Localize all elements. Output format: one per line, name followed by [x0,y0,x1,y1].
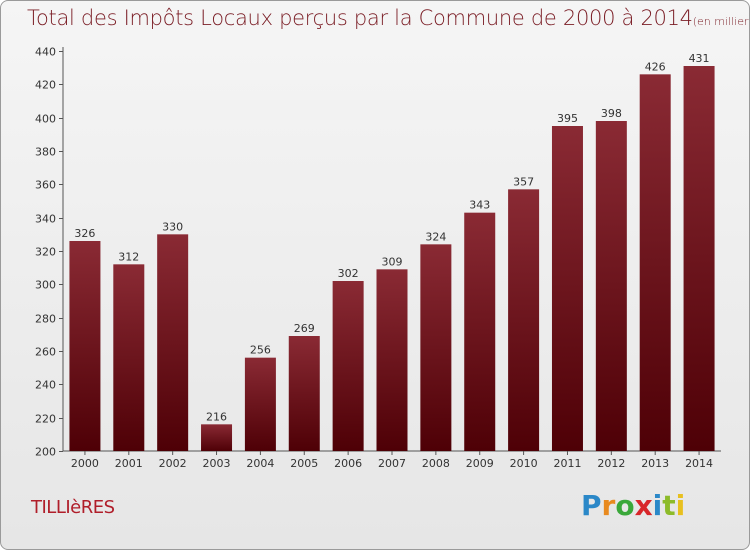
logo-letter: P [581,489,602,522]
bars: 326 312 330 216 256 269 302 309 324 343 357 395 398 4… [69,52,715,452]
logo-letter: i [675,489,686,522]
x-tick-label: 2007 [378,457,406,470]
x-tick-label: 2014 [685,457,713,470]
y-tick-label: 320 [35,246,56,259]
bar-value-label: 269 [294,322,315,335]
bar-value-label: 426 [645,60,666,73]
y-tick-label: 260 [35,346,56,359]
x-tick-label: 2008 [422,457,450,470]
bar-value-label: 324 [425,230,446,243]
bar-value-label: 312 [118,250,139,263]
y-tick-label: 380 [35,146,56,159]
bar-2003 [201,424,233,451]
y-tick-label: 360 [35,179,56,192]
bar-2005 [288,336,320,451]
chart-unit: (en milliers d'€) [692,15,749,28]
bar-2009 [464,212,496,451]
bar-2007 [376,269,408,451]
bar-value-label: 431 [689,52,710,65]
x-tick-label: 2001 [115,457,143,470]
bar-value-label: 395 [557,112,578,125]
y-tick-label: 240 [35,379,56,392]
x-tick-label: 2010 [510,457,538,470]
commune-name: TILLIèRES [31,497,115,518]
bar-2013 [639,74,671,451]
bar-2002 [157,234,189,451]
x-tick-label: 2009 [466,457,494,470]
x-tick-label: 2002 [159,457,187,470]
logo-letter: i [652,489,663,522]
x-tick-label: 2012 [597,457,625,470]
y-tick-label: 300 [35,279,56,292]
x-tick-label: 2013 [641,457,669,470]
logo-letter: x [634,489,653,522]
y-axis: 200 220 240 260 280 300 320 340 360 380 400 420 440 [35,46,64,459]
bar-2010 [508,189,540,452]
y-tick-label: 220 [35,413,56,426]
bar-2011 [551,126,583,451]
bar-2006 [332,281,364,451]
bar-2004 [244,357,276,451]
bar-value-label: 309 [382,255,403,268]
x-tick-label: 2006 [334,457,362,470]
bar-value-label: 256 [250,344,271,357]
bar-2012 [595,121,627,451]
bar-2008 [420,244,452,451]
y-tick-label: 280 [35,313,56,326]
bar-value-label: 343 [469,199,490,212]
x-tick-label: 2005 [290,457,318,470]
x-tick-label: 2003 [203,457,231,470]
chart-title: Total des Impôts Locaux perçus par la Co… [27,6,749,30]
logo-letter: o [615,489,635,522]
bar-value-label: 330 [162,220,183,233]
proxiti-logo: Proxiti [581,489,685,522]
x-tick-label: 2000 [71,457,99,470]
bar-value-label: 357 [513,175,534,188]
bar-value-label: 398 [601,107,622,120]
y-tick-label: 400 [35,113,56,126]
bar-value-label: 216 [206,410,227,423]
y-tick-label: 340 [35,213,56,226]
y-tick-label: 200 [35,446,56,459]
logo-letter: t [662,489,676,522]
x-axis: 2000 2001 2002 2003 2004 2005 2006 2007 2008 2009… [63,450,721,470]
x-tick-label: 2011 [553,457,581,470]
logo-letter: r [601,489,616,522]
y-tick-label: 440 [35,46,56,59]
bar-2000 [69,241,101,451]
y-tick-label: 420 [35,79,56,92]
bar-2001 [113,264,145,451]
bar-value-label: 326 [74,227,95,240]
chart-title-text: Total des Impôts Locaux perçus par la Co… [27,6,693,30]
bar-value-label: 302 [338,267,359,280]
bar-2014 [683,66,715,451]
x-tick-label: 2004 [246,457,274,470]
